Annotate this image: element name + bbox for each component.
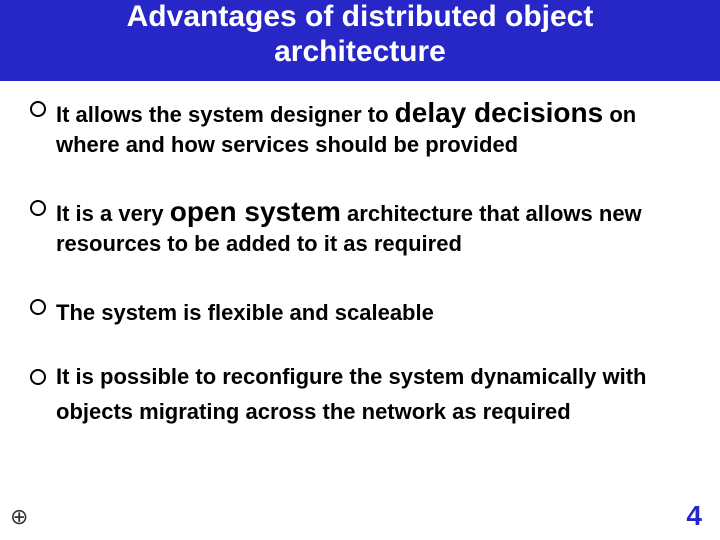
bullet-item: It allows the system designer to delay d… xyxy=(30,95,690,160)
bullet-text: It is a very open system architecture th… xyxy=(56,194,690,259)
bullet-pre: It allows the system designer to xyxy=(56,102,395,127)
bullet-emph: delay decisions xyxy=(395,97,604,128)
bullet-item: It is possible to reconfigure the system… xyxy=(30,363,690,428)
bullet-text: It is possible to reconfigure the system… xyxy=(56,363,690,428)
slide-title-line2: architecture xyxy=(20,35,700,70)
title-bar: Advantages of distributed object archite… xyxy=(0,0,720,81)
bullet-emph: open system xyxy=(170,196,341,227)
bullet-marker-icon xyxy=(30,369,46,385)
bullet-marker-icon xyxy=(30,299,46,315)
bullet-item: The system is flexible and scaleable xyxy=(30,293,690,329)
bullet-pre: It is a very xyxy=(56,201,170,226)
content-area: It allows the system designer to delay d… xyxy=(0,81,720,428)
bullet-text: The system is flexible and scaleable xyxy=(56,293,690,329)
slide-title-line1: Advantages of distributed object xyxy=(20,0,700,35)
bullet-item: It is a very open system architecture th… xyxy=(30,194,690,259)
footer-decorative-icon: ⊕ xyxy=(10,504,28,530)
page-number: 4 xyxy=(686,500,702,532)
bullet-marker-icon xyxy=(30,200,46,216)
bullet-text: It allows the system designer to delay d… xyxy=(56,95,690,160)
bullet-marker-icon xyxy=(30,101,46,117)
bullet-pre: It is possible to reconfigure the system… xyxy=(56,364,647,424)
bullet-pre: The system is flexible and scaleable xyxy=(56,300,434,325)
